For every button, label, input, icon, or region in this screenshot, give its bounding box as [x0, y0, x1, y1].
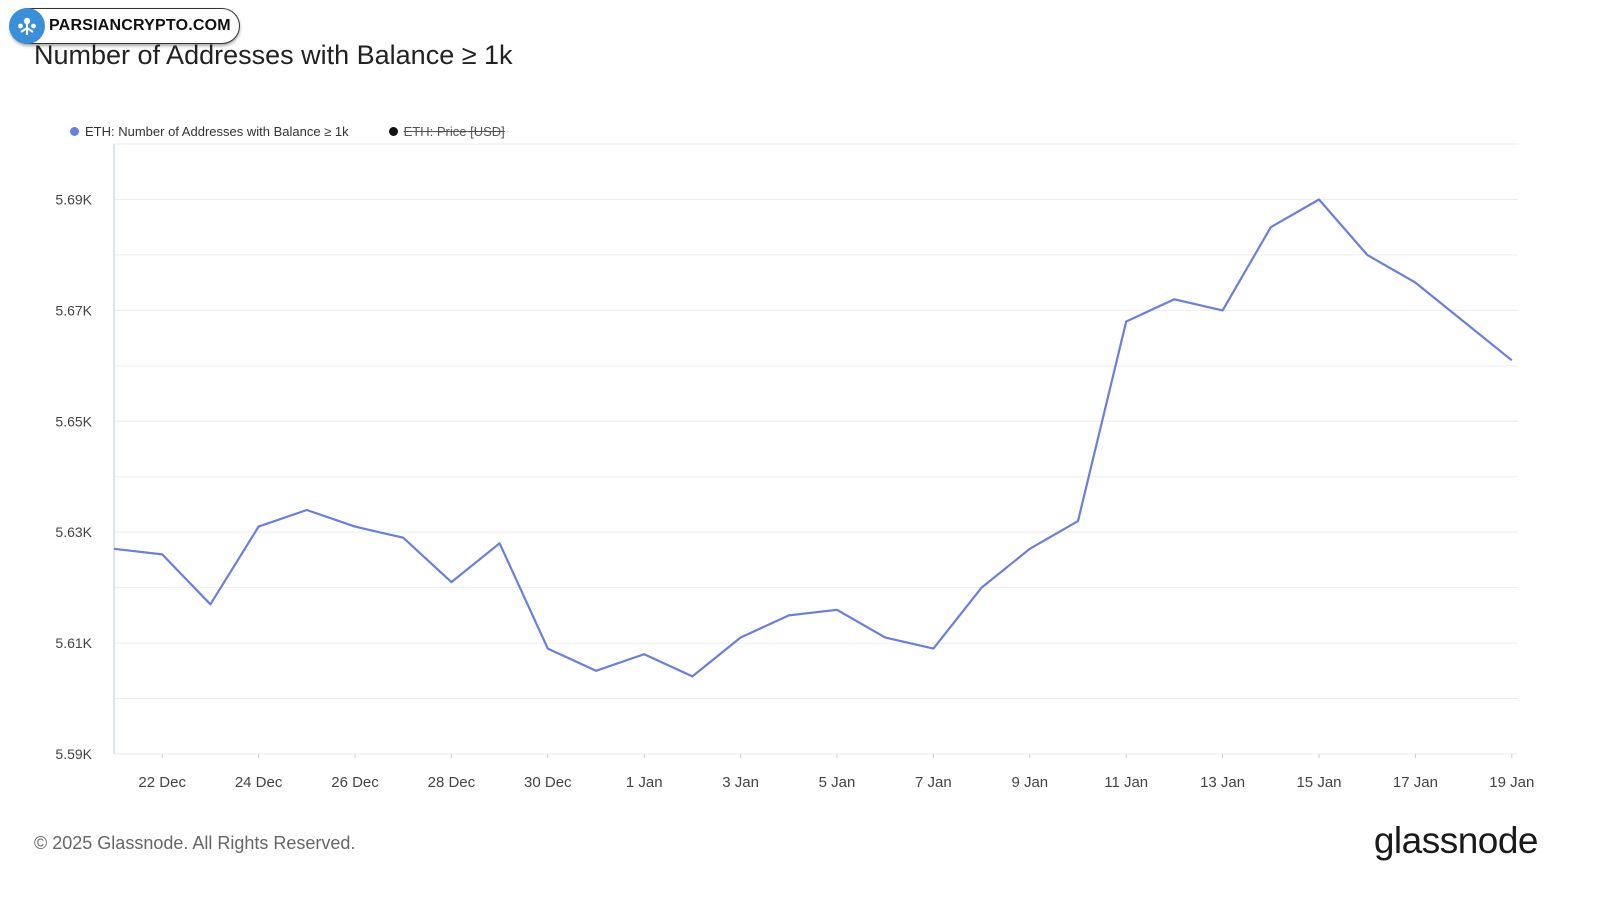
x-tick-label: 19 Jan [1489, 774, 1534, 791]
y-tick-label: 5.67K [55, 302, 92, 318]
x-tick-label: 7 Jan [915, 774, 952, 791]
chart-legend: ETH: Number of Addresses with Balance ≥ … [70, 124, 545, 139]
chart-title: Number of Addresses with Balance ≥ 1k [34, 40, 513, 70]
x-tick-label: 15 Jan [1296, 774, 1341, 791]
y-tick-label: 5.61K [55, 635, 92, 651]
x-tick-label: 26 Dec [331, 774, 379, 791]
y-tick-label: 5.65K [55, 413, 92, 429]
y-tick-label: 5.59K [55, 746, 92, 762]
x-tick-label: 17 Jan [1393, 774, 1438, 791]
legend-label-addresses: ETH: Number of Addresses with Balance ≥ … [85, 124, 349, 139]
legend-dot-addresses [70, 127, 79, 136]
x-tick-label: 1 Jan [626, 774, 663, 791]
x-tick-label: 13 Jan [1200, 774, 1245, 791]
watermark-text: PARSIANCRYPTO.COM [49, 17, 231, 34]
y-tick-label: 5.69K [55, 191, 92, 207]
x-tick-label: 24 Dec [235, 774, 283, 791]
watermark-badge: PARSIANCRYPTO.COM [9, 8, 240, 44]
x-tick-label: 11 Jan [1104, 774, 1148, 791]
y-tick-label: 5.63K [55, 524, 92, 540]
copyright-text: © 2025 Glassnode. All Rights Reserved. [34, 833, 356, 853]
legend-dot-price [388, 127, 398, 136]
x-tick-label: 22 Dec [138, 774, 186, 791]
legend-item-price[interactable]: ETH: Price [USD] [388, 124, 505, 139]
series-line-addresses [113, 198, 1513, 678]
x-tick-label: 9 Jan [1011, 774, 1048, 791]
x-tick-label: 5 Jan [819, 774, 856, 791]
crypto-logo-icon [9, 8, 45, 44]
x-tick-label: 30 Dec [524, 774, 572, 791]
x-tick-label: 3 Jan [722, 774, 759, 791]
x-tick-label: 28 Dec [428, 774, 476, 791]
glassnode-logo: glassnode [1373, 820, 1539, 861]
legend-label-price: ETH: Price [USD] [403, 124, 505, 139]
legend-item-addresses[interactable]: ETH: Number of Addresses with Balance ≥ … [70, 124, 349, 139]
